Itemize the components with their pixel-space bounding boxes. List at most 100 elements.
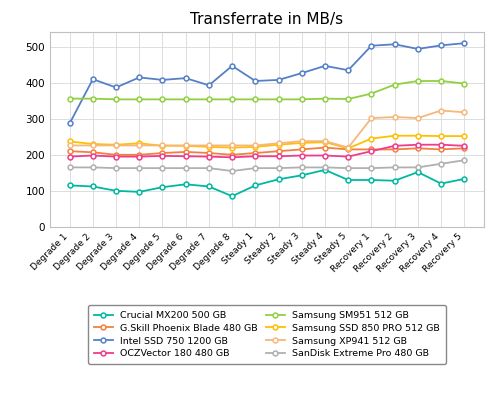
G.Skill Phoenix Blade 480 GB — [206, 151, 212, 156]
Samsung XP941 512 GB — [345, 145, 351, 150]
Line: Samsung SM951 512 GB: Samsung SM951 512 GB — [67, 79, 467, 102]
OCZVector 180 480 GB — [438, 142, 444, 147]
Intel SSD 750 1200 GB — [368, 43, 374, 48]
OCZVector 180 480 GB — [136, 154, 142, 159]
SanDisk Extreme Pro 480 GB — [345, 166, 351, 171]
Samsung XP941 512 GB — [67, 143, 73, 148]
Crucial MX200 500 GB — [252, 183, 258, 188]
Samsung SSD 850 PRO 512 GB — [252, 145, 258, 149]
OCZVector 180 480 GB — [229, 155, 235, 160]
G.Skill Phoenix Blade 480 GB — [461, 146, 467, 151]
Line: OCZVector 180 480 GB: OCZVector 180 480 GB — [67, 142, 467, 160]
Intel SSD 750 1200 GB — [113, 85, 119, 90]
G.Skill Phoenix Blade 480 GB — [160, 151, 166, 156]
Samsung SSD 850 PRO 512 GB — [113, 142, 119, 147]
Crucial MX200 500 GB — [183, 182, 189, 187]
Samsung SSD 850 PRO 512 GB — [415, 133, 421, 138]
Samsung XP941 512 GB — [136, 143, 142, 148]
SanDisk Extreme Pro 480 GB — [183, 166, 189, 171]
Crucial MX200 500 GB — [392, 178, 398, 183]
OCZVector 180 480 GB — [415, 142, 421, 147]
Crucial MX200 500 GB — [90, 184, 96, 189]
Samsung XP941 512 GB — [322, 139, 328, 143]
Samsung XP941 512 GB — [275, 141, 281, 146]
OCZVector 180 480 GB — [345, 154, 351, 159]
SanDisk Extreme Pro 480 GB — [461, 158, 467, 163]
Crucial MX200 500 GB — [113, 188, 119, 193]
G.Skill Phoenix Blade 480 GB — [136, 152, 142, 157]
SanDisk Extreme Pro 480 GB — [113, 166, 119, 171]
G.Skill Phoenix Blade 480 GB — [392, 147, 398, 152]
G.Skill Phoenix Blade 480 GB — [438, 147, 444, 152]
Samsung XP941 512 GB — [299, 139, 305, 143]
OCZVector 180 480 GB — [368, 149, 374, 153]
SanDisk Extreme Pro 480 GB — [392, 165, 398, 170]
Samsung SM951 512 GB — [136, 97, 142, 102]
SanDisk Extreme Pro 480 GB — [299, 165, 305, 170]
OCZVector 180 480 GB — [299, 153, 305, 158]
Line: SanDisk Extreme Pro 480 GB: SanDisk Extreme Pro 480 GB — [67, 158, 467, 173]
Crucial MX200 500 GB — [345, 177, 351, 182]
Intel SSD 750 1200 GB — [461, 41, 467, 46]
Crucial MX200 500 GB — [322, 168, 328, 173]
OCZVector 180 480 GB — [67, 154, 73, 159]
OCZVector 180 480 GB — [206, 154, 212, 159]
Intel SSD 750 1200 GB — [438, 43, 444, 48]
Samsung SSD 850 PRO 512 GB — [392, 133, 398, 138]
Intel SSD 750 1200 GB — [229, 64, 235, 68]
OCZVector 180 480 GB — [275, 154, 281, 159]
Intel SSD 750 1200 GB — [392, 42, 398, 47]
Samsung SM951 512 GB — [299, 97, 305, 102]
OCZVector 180 480 GB — [113, 154, 119, 159]
SanDisk Extreme Pro 480 GB — [136, 166, 142, 171]
SanDisk Extreme Pro 480 GB — [438, 161, 444, 166]
SanDisk Extreme Pro 480 GB — [252, 166, 258, 171]
G.Skill Phoenix Blade 480 GB — [229, 152, 235, 157]
Samsung SM951 512 GB — [368, 91, 374, 96]
SanDisk Extreme Pro 480 GB — [415, 165, 421, 170]
SanDisk Extreme Pro 480 GB — [90, 165, 96, 170]
Samsung SSD 850 PRO 512 GB — [206, 145, 212, 149]
OCZVector 180 480 GB — [252, 154, 258, 159]
Title: Transferrate in MB/s: Transferrate in MB/s — [191, 12, 343, 27]
Crucial MX200 500 GB — [206, 184, 212, 189]
Samsung SSD 850 PRO 512 GB — [438, 134, 444, 139]
Intel SSD 750 1200 GB — [345, 68, 351, 72]
Samsung XP941 512 GB — [229, 143, 235, 148]
Samsung SSD 850 PRO 512 GB — [322, 140, 328, 145]
Crucial MX200 500 GB — [229, 194, 235, 198]
Crucial MX200 500 GB — [275, 177, 281, 182]
Samsung XP941 512 GB — [252, 143, 258, 148]
Samsung SSD 850 PRO 512 GB — [229, 145, 235, 150]
G.Skill Phoenix Blade 480 GB — [67, 149, 73, 153]
Intel SSD 750 1200 GB — [206, 83, 212, 88]
Samsung XP941 512 GB — [90, 143, 96, 148]
Samsung SM951 512 GB — [67, 96, 73, 101]
Samsung SSD 850 PRO 512 GB — [275, 142, 281, 147]
Intel SSD 750 1200 GB — [252, 79, 258, 83]
OCZVector 180 480 GB — [90, 153, 96, 158]
Intel SSD 750 1200 GB — [275, 77, 281, 82]
Samsung SM951 512 GB — [461, 81, 467, 86]
Crucial MX200 500 GB — [136, 190, 142, 194]
SanDisk Extreme Pro 480 GB — [67, 165, 73, 170]
Intel SSD 750 1200 GB — [90, 77, 96, 82]
SanDisk Extreme Pro 480 GB — [206, 166, 212, 171]
Samsung SSD 850 PRO 512 GB — [160, 143, 166, 148]
Samsung SSD 850 PRO 512 GB — [299, 141, 305, 145]
G.Skill Phoenix Blade 480 GB — [113, 152, 119, 157]
G.Skill Phoenix Blade 480 GB — [252, 151, 258, 156]
Samsung SM951 512 GB — [415, 79, 421, 83]
Samsung SSD 850 PRO 512 GB — [136, 141, 142, 146]
Samsung SM951 512 GB — [275, 97, 281, 102]
Samsung SSD 850 PRO 512 GB — [183, 143, 189, 148]
SanDisk Extreme Pro 480 GB — [322, 165, 328, 170]
Samsung SM951 512 GB — [90, 96, 96, 101]
Crucial MX200 500 GB — [299, 173, 305, 178]
Line: Crucial MX200 500 GB: Crucial MX200 500 GB — [67, 168, 467, 198]
SanDisk Extreme Pro 480 GB — [275, 166, 281, 171]
Samsung XP941 512 GB — [392, 115, 398, 119]
Samsung SM951 512 GB — [113, 97, 119, 102]
SanDisk Extreme Pro 480 GB — [229, 168, 235, 173]
OCZVector 180 480 GB — [461, 143, 467, 148]
